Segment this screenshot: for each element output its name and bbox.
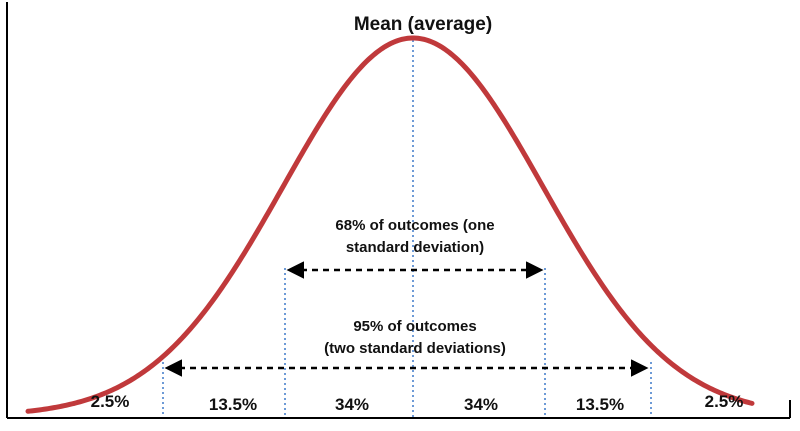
segment-label-left-tail: 2.5% — [91, 392, 130, 411]
mean-label: Mean (average) — [354, 14, 492, 35]
segment-label-left-outer: 13.5% — [209, 395, 257, 414]
one-sd-label-line-2: standard deviation) — [346, 239, 484, 256]
bell-curve — [25, 35, 755, 414]
segment-label-right-outer: 13.5% — [576, 395, 624, 414]
segment-label-right-inner: 34% — [464, 395, 498, 414]
two-sd-label-line-2: (two standard deviations) — [324, 340, 506, 357]
two-sd-label-line-1: 95% of outcomes — [353, 318, 476, 335]
one-sd-label-line-1: 68% of outcomes (one — [335, 217, 494, 234]
sigma-guide-lines — [162, 40, 652, 417]
segment-label-left-inner: 34% — [335, 395, 369, 414]
segment-label-right-tail: 2.5% — [705, 392, 744, 411]
